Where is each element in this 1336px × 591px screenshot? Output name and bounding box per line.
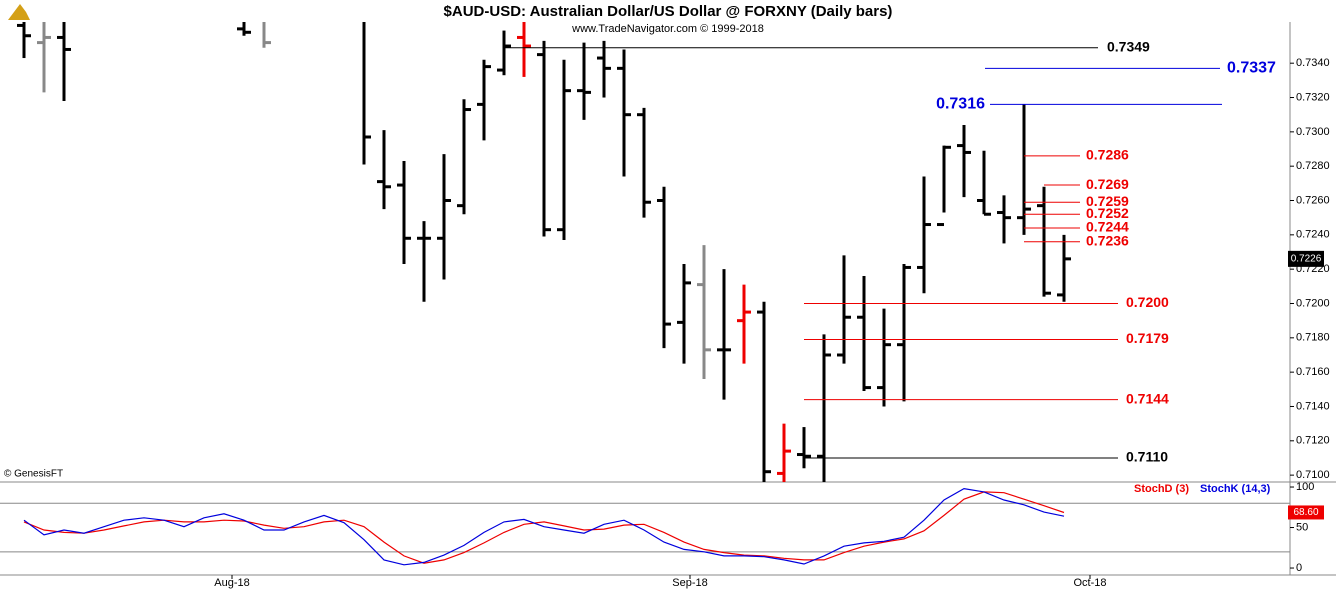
chart-title: $AUD-USD: Australian Dollar/US Dollar @ …	[444, 3, 893, 20]
y-tick-label: 0.7140	[1296, 400, 1330, 412]
level-label: 0.7110	[1126, 449, 1168, 465]
level-label: 0.7286	[1086, 147, 1129, 163]
y-tick-label: 0.7240	[1296, 229, 1330, 241]
level-label: 0.7259	[1086, 193, 1129, 209]
level-label: 0.7244	[1086, 219, 1129, 235]
last-value-box	[1288, 505, 1324, 520]
chart-subtitle: www.TradeNavigator.com © 1999-2018	[571, 23, 764, 35]
level-label: 0.7236	[1086, 232, 1129, 248]
y-tick-label: 100	[1296, 481, 1314, 493]
level-label: 0.7144	[1126, 390, 1169, 406]
y-tick-label: 0	[1296, 562, 1302, 574]
stoch-line	[23, 491, 1065, 564]
level-label: 0.7316	[936, 96, 985, 113]
level-label: 0.7349	[1107, 38, 1150, 54]
legend-entry: StochK (14,3)	[1200, 483, 1271, 495]
y-tick-label: 0.7180	[1296, 332, 1330, 344]
y-tick-label: 50	[1296, 521, 1308, 533]
y-tick-label: 0.7260	[1296, 194, 1330, 206]
y-tick-label: 0.7120	[1296, 435, 1330, 447]
logo	[8, 4, 30, 20]
last-price-box	[1288, 250, 1324, 267]
y-tick-label: 0.7200	[1296, 297, 1330, 309]
y-tick-label: 0.7320	[1296, 91, 1330, 103]
y-tick-label: 0.7280	[1296, 160, 1330, 172]
last-price-label: 0.7226	[1291, 254, 1322, 265]
legend-entry: StochD (3)	[1134, 483, 1189, 495]
stoch-line	[23, 487, 1065, 566]
y-tick-label: 0.7300	[1296, 126, 1330, 138]
level-label: 0.7252	[1086, 205, 1129, 221]
last-value-label: 68.60	[1293, 507, 1318, 518]
level-label: 0.7269	[1086, 176, 1129, 192]
x-tick-label: Sep-18	[672, 577, 707, 589]
level-label: 0.7337	[1227, 60, 1276, 77]
x-tick-label: Aug-18	[214, 577, 249, 589]
y-tick-label: 0.7160	[1296, 366, 1330, 378]
watermark: © GenesisFT	[4, 469, 63, 480]
level-label: 0.7200	[1126, 294, 1169, 310]
level-label: 0.7179	[1126, 330, 1169, 346]
y-tick-label: 0.7340	[1296, 57, 1330, 69]
stoch-panel	[0, 487, 1290, 566]
price-panel: 0.73490.73370.73160.72860.72690.72590.72…	[17, 22, 1276, 482]
y-tick-label: 0.7100	[1296, 469, 1330, 481]
x-tick-label: Oct-18	[1073, 577, 1106, 589]
